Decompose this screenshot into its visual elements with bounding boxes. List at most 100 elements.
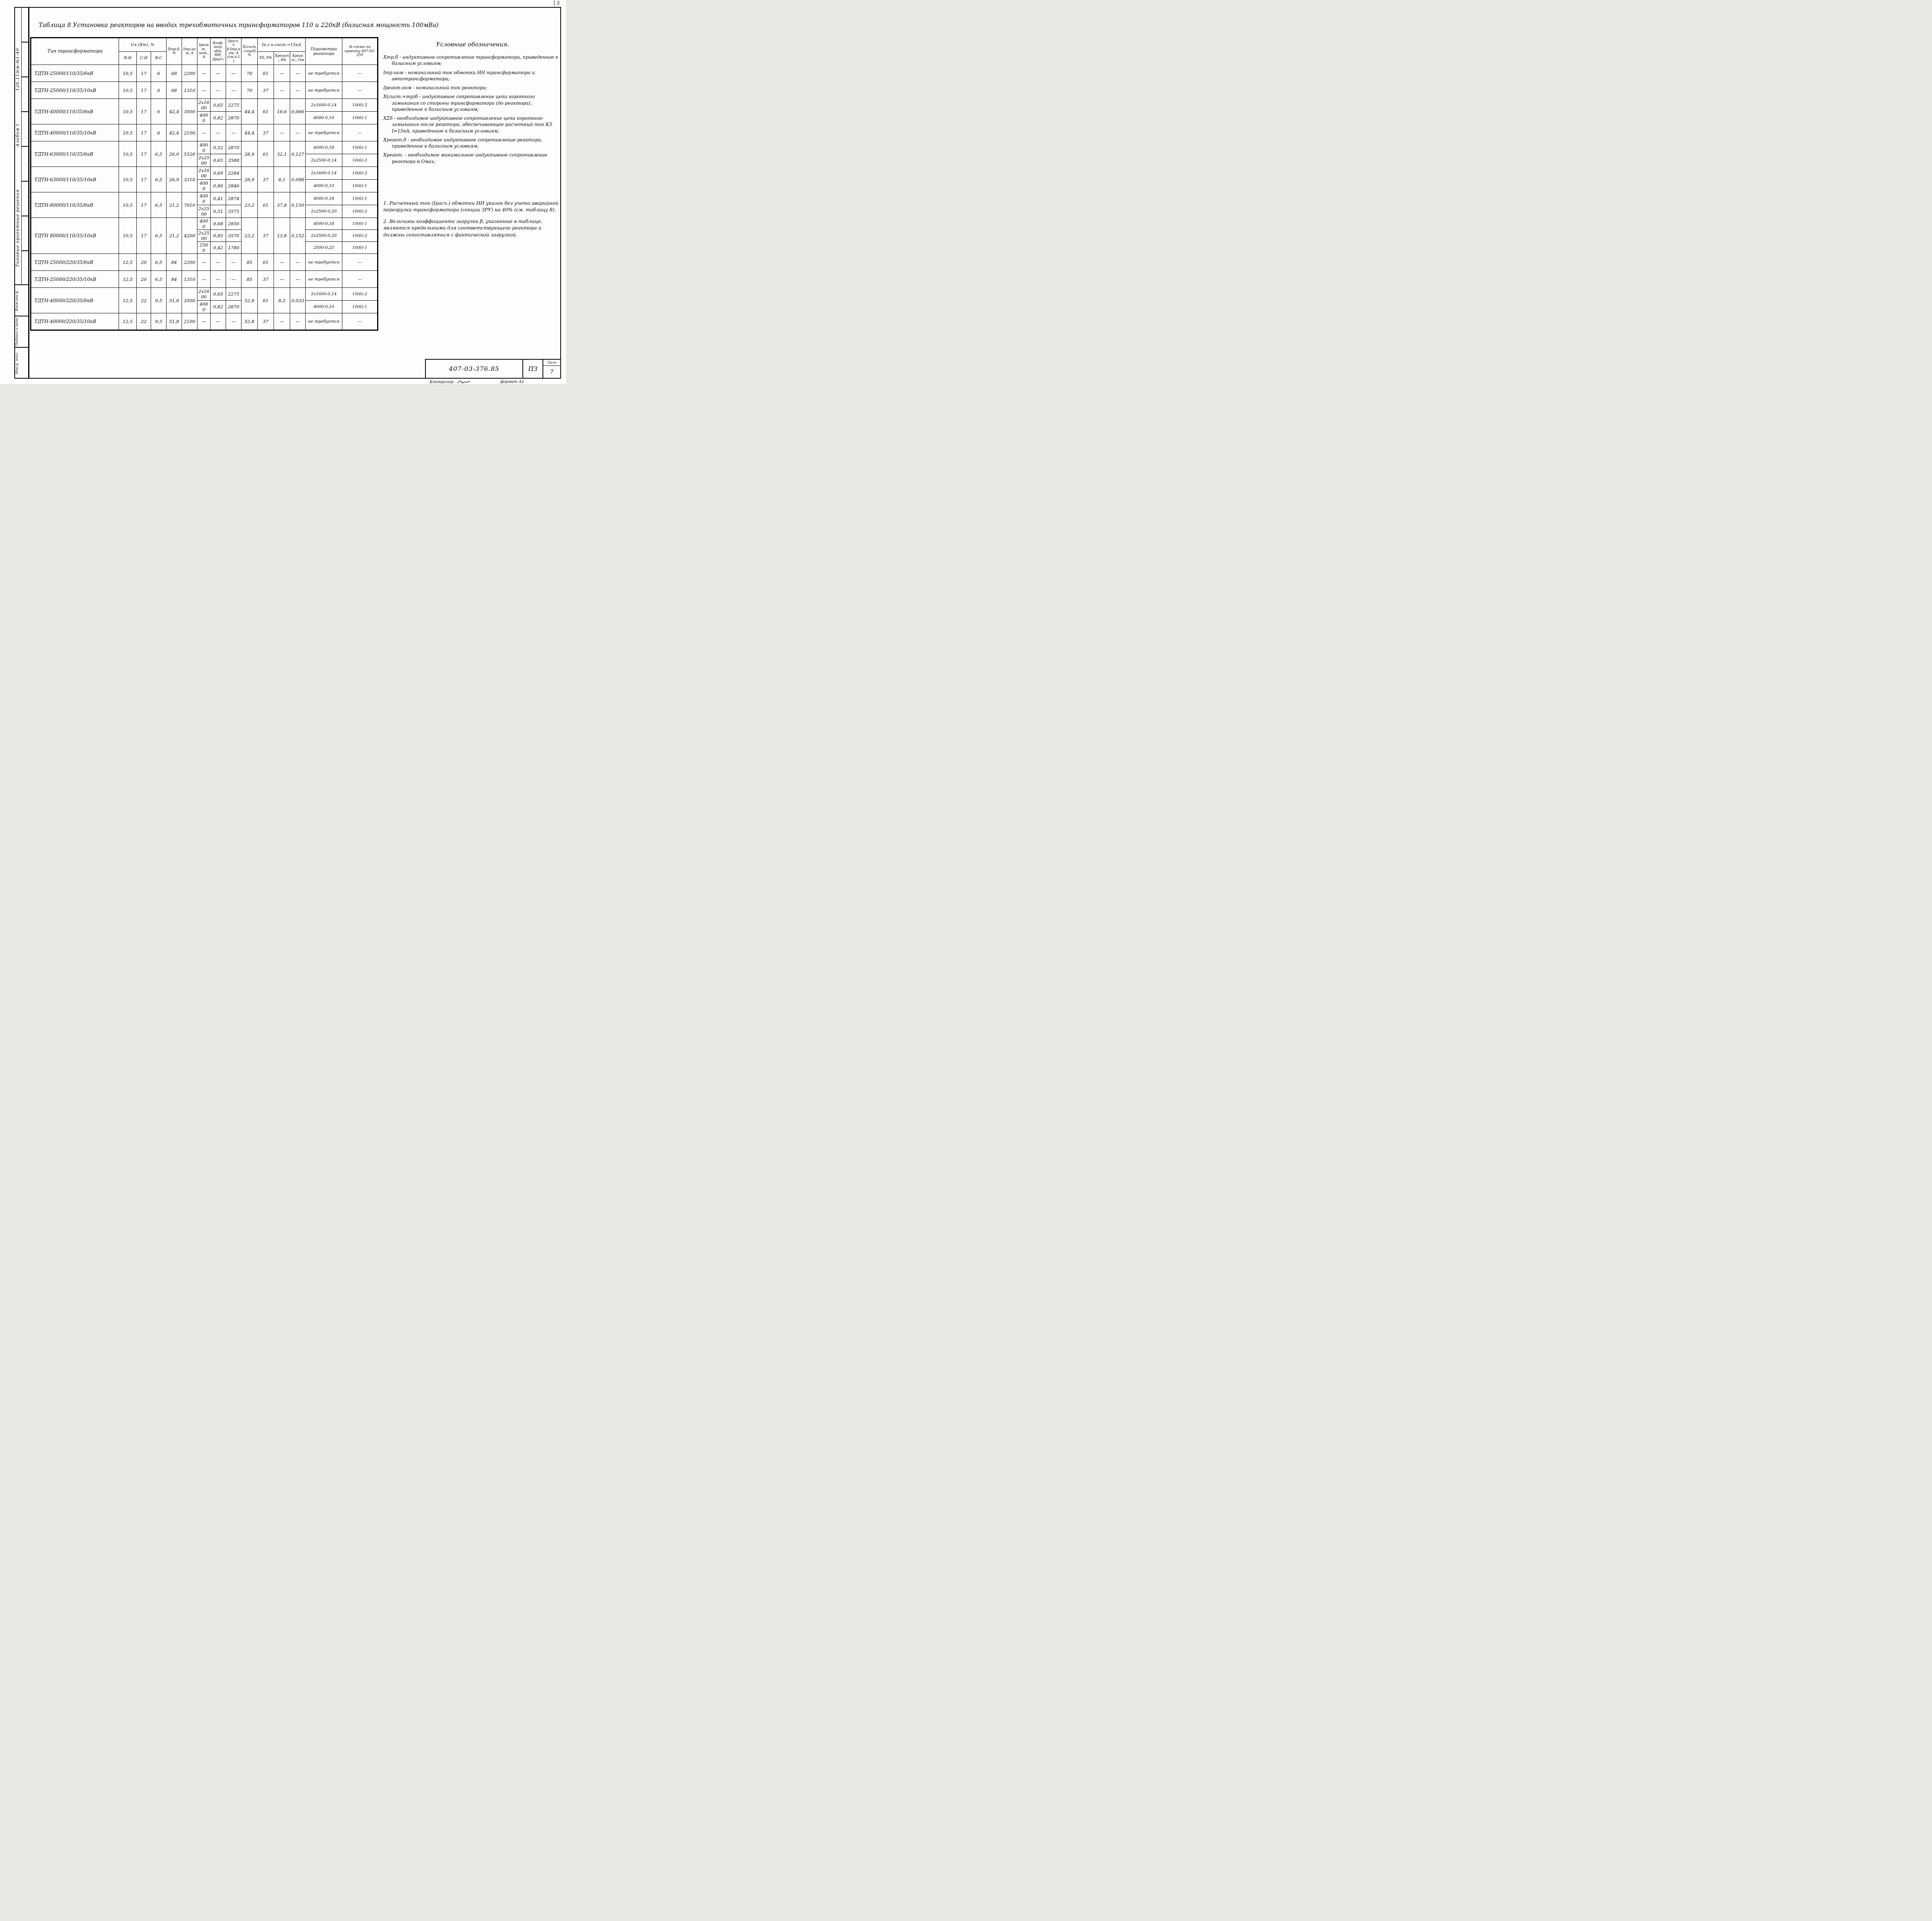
- cell-sn: 20: [136, 270, 151, 288]
- cell-xsum: 37: [257, 218, 274, 254]
- table-row: 4000 0,86 2846 4000-0,10 10(6)-1: [31, 179, 378, 192]
- cell-ireakt: 4000: [197, 141, 211, 154]
- cell-ireakt: 4000: [197, 111, 211, 124]
- cell-xrohm: 0,152: [290, 218, 306, 254]
- cell-xrohm: —: [290, 270, 306, 288]
- cell-sn: 17: [136, 82, 151, 99]
- cell-xrb: 32,1: [274, 141, 291, 167]
- cell-ireakt: 2х1600: [197, 99, 211, 112]
- cell-scheme: 10(6)-1: [342, 111, 378, 124]
- cell-vn: 10,5: [119, 218, 137, 254]
- cell-sn: 22: [136, 313, 151, 330]
- cell-beta: 0,41: [210, 192, 226, 205]
- cell-xtr: 68: [166, 65, 182, 82]
- cell-transformer-type: ТДТН-25000/110/35/10кВ: [31, 82, 119, 99]
- legend-item: ХΣб - необходимое индуктивное сопротивле…: [383, 116, 552, 134]
- cell-itr: 2200: [182, 253, 198, 271]
- cell-itr: 2100: [182, 313, 198, 330]
- cell-params: 4000-0,18: [305, 218, 343, 230]
- cell-ireakt: 4000: [197, 300, 211, 313]
- cell-itr: 5520: [182, 141, 198, 167]
- cell-vs: 6: [150, 65, 167, 82]
- cell-irasch: —: [226, 65, 242, 82]
- cell-scheme: —: [342, 82, 378, 99]
- cell-xsum: 61: [257, 141, 274, 167]
- cell-params: 2х1600-0,14: [305, 99, 343, 112]
- stamp-podpis-data-label: Подпись и дата: [15, 318, 19, 346]
- controller-label: Контролер:: [430, 380, 455, 384]
- cell-beta: 0,52: [210, 141, 226, 154]
- cell-irasch: —: [226, 253, 242, 271]
- cell-irasch: —: [226, 270, 242, 288]
- cell-vn: 12,5: [119, 253, 137, 271]
- cell-xrohm: —: [290, 124, 306, 141]
- cell-sn: 17: [136, 99, 151, 124]
- cell-params: 2х1600-0,14: [305, 167, 343, 180]
- title-block: 407-03-376.85 ПЗ Лист 7: [425, 359, 561, 379]
- title-block-sheet-label: Лист: [543, 360, 560, 366]
- cell-beta: —: [210, 82, 226, 99]
- cell-transformer-type: ТДТН-63000/110/35/10кВ: [31, 167, 119, 192]
- cell-vs: 6,5: [150, 167, 167, 192]
- note-item: 2. Величины коэффициента загрузки β, ука…: [383, 218, 543, 238]
- cell-vs: 6: [150, 82, 167, 99]
- cell-params: 4000-0,18: [305, 192, 343, 205]
- cell-vs: 6,5: [150, 218, 167, 254]
- cell-transformer-type: ТДТН-25000/220/35/6кВ: [31, 253, 119, 271]
- cell-beta: 0,65: [210, 99, 226, 112]
- cell-itr: 1310: [182, 82, 198, 99]
- cell-xst: 70: [241, 82, 258, 99]
- reactor-table-wrap: Тип трансформатора Uк (Хт), % Хтр.б, % I…: [30, 37, 379, 331]
- sidebar-tick-grid: [21, 8, 28, 284]
- cell-params: 2х1600-0,14: [305, 287, 343, 301]
- cell-beta: 0,68: [210, 218, 226, 230]
- cell-scheme: 10(6)-1: [342, 241, 378, 254]
- cell-vn: 10,5: [119, 124, 137, 141]
- cell-beta: 0,85: [210, 230, 226, 242]
- cell-beta: 0,42: [210, 241, 226, 254]
- table-body: ТДТН-25000/110/35/6кВ 10,5 17 6 68 2200— — —70 6…: [31, 65, 378, 330]
- legend-title: Условные обозначения.: [436, 41, 509, 48]
- cell-scheme: 10(6)-1: [342, 192, 378, 205]
- cell-irasch: 2275: [226, 287, 242, 301]
- cell-vn: 10,5: [119, 65, 137, 82]
- cell-scheme: —: [342, 124, 378, 141]
- cell-vn: 10,5: [119, 192, 137, 218]
- cell-vn: 12,5: [119, 287, 137, 313]
- cell-ireakt: 4000: [197, 192, 211, 205]
- cell-params: не требуется: [305, 82, 343, 99]
- cell-irasch: 2275: [226, 99, 242, 112]
- cell-beta: —: [210, 65, 226, 82]
- cell-xst: 70: [241, 65, 258, 82]
- header-uk-vs: В-С: [150, 51, 167, 65]
- cell-xrb: 37,8: [274, 192, 291, 218]
- table-row: ТДТН-40000/110/35/6кВ 10,5 17 6 42,4 3500 2х16…: [31, 99, 378, 124]
- cell-transformer-type: ТДТН-25000/220/35/10кВ: [31, 270, 119, 288]
- table-row: ТДТН-63000/110/35/6кВ 10,5 17 6,5 26,9 5520 40…: [31, 141, 378, 167]
- cell-vs: 6,5: [150, 141, 167, 167]
- cell-xrohm: —: [290, 253, 306, 271]
- table-row: 4000 0,82 2870 4000-0,10 10(6)-1: [31, 111, 378, 124]
- cell-irasch: 2846: [226, 179, 242, 192]
- cell-beta: 0,51: [210, 205, 226, 218]
- cell-ireakt: 2х2500: [197, 205, 211, 218]
- cell-sn: 22: [136, 287, 151, 313]
- cell-scheme: 10(6)-2: [342, 167, 378, 180]
- page-number: 5: [554, 0, 560, 6]
- cell-sn: 17: [136, 65, 151, 82]
- title-block-sheet-cell: Лист 7: [543, 360, 560, 378]
- cell-xrohm: 0,098: [290, 167, 306, 192]
- cell-xrohm: 0,066: [290, 99, 306, 124]
- cell-irasch: 2870: [226, 141, 242, 154]
- header-uk-sn: С-Н: [136, 51, 151, 65]
- cell-scheme: 10(6)-1: [342, 300, 378, 313]
- cell-xrb: —: [274, 313, 291, 330]
- legend-panel: Условные обозначения. Хтр.б - индуктивно…: [383, 41, 562, 167]
- cell-irasch: 3570: [226, 230, 242, 242]
- cell-scheme: 10(6)-2: [342, 99, 378, 112]
- cell-xst: 23,2: [241, 192, 258, 218]
- cell-xrohm: —: [290, 313, 306, 330]
- cell-irasch: 2284: [226, 167, 242, 180]
- controller-line: Контролер:: [430, 380, 471, 384]
- cell-ireakt: —: [197, 82, 211, 99]
